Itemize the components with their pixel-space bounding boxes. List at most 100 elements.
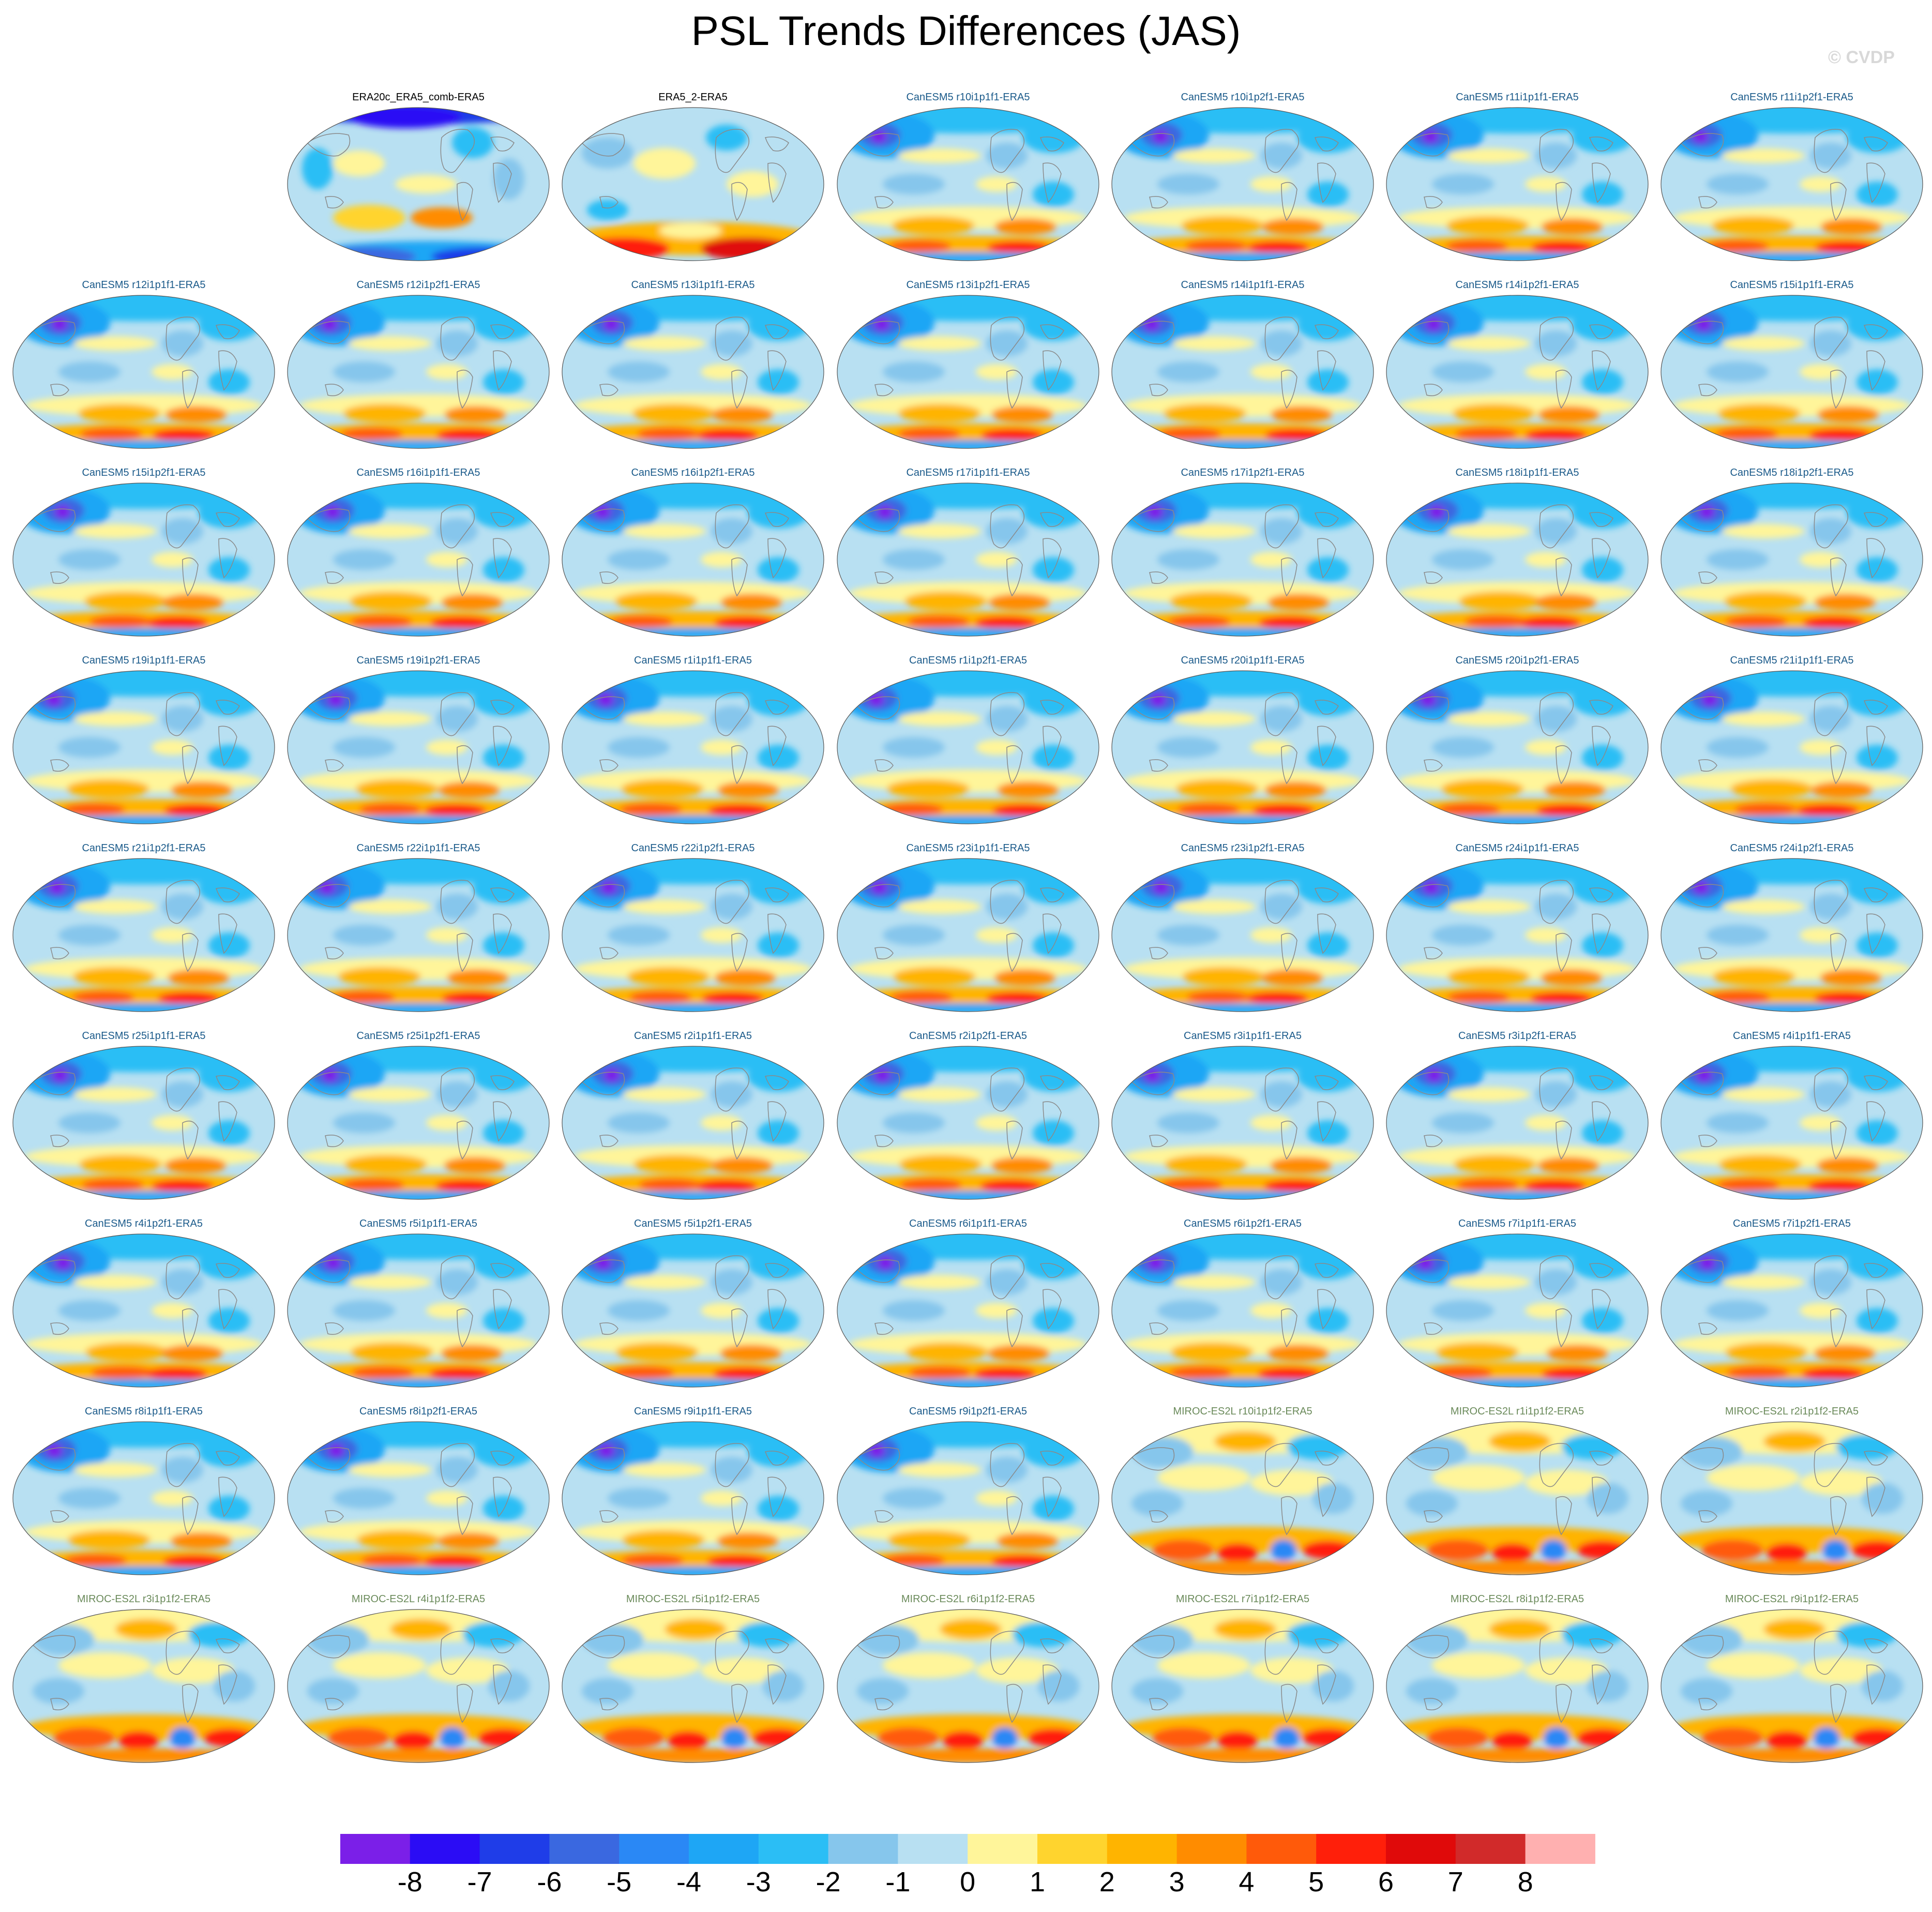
panel-title: CanESM5 r10i1p2f1-ERA5 bbox=[1181, 92, 1305, 103]
psl-trend-map bbox=[1111, 1233, 1374, 1388]
map-panel: CanESM5 r7i1p1f1-ERA5 bbox=[1383, 1217, 1652, 1399]
map-panel: CanESM5 r24i1p2f1-ERA5 bbox=[1657, 842, 1926, 1024]
psl-trend-map bbox=[837, 670, 1099, 824]
panel-title: CanESM5 r7i1p2f1-ERA5 bbox=[1733, 1218, 1851, 1229]
colorbar-box bbox=[968, 1834, 1038, 1864]
map-panel: CanESM5 r3i1p2f1-ERA5 bbox=[1383, 1030, 1652, 1212]
map-panel: CanESM5 r9i1p1f1-ERA5 bbox=[559, 1405, 827, 1587]
panel-title: MIROC-ES2L r6i1p1f2-ERA5 bbox=[901, 1593, 1035, 1605]
colorbar-tick-label: -6 bbox=[537, 1866, 562, 1898]
psl-trend-map bbox=[1661, 1609, 1923, 1763]
psl-trend-map bbox=[562, 1046, 824, 1200]
colorbar-box bbox=[1316, 1834, 1386, 1864]
psl-trend-map bbox=[1661, 1421, 1923, 1575]
map-panel: CanESM5 r14i1p1f1-ERA5 bbox=[1108, 279, 1377, 461]
psl-trend-map bbox=[1386, 1233, 1649, 1388]
map-panel: CanESM5 r7i1p2f1-ERA5 bbox=[1657, 1217, 1926, 1399]
psl-trend-map bbox=[1386, 1046, 1649, 1200]
panel-title: CanESM5 r2i1p1f1-ERA5 bbox=[634, 1030, 752, 1042]
psl-trend-map bbox=[1111, 858, 1374, 1012]
psl-trend-map bbox=[562, 107, 824, 261]
panel-title: MIROC-ES2L r8i1p1f2-ERA5 bbox=[1450, 1593, 1584, 1605]
psl-trend-map bbox=[562, 1233, 824, 1388]
psl-trend-map bbox=[1661, 295, 1923, 449]
colorbar-box bbox=[898, 1834, 968, 1864]
psl-trend-map bbox=[1386, 295, 1649, 449]
panel-title: CanESM5 r5i1p2f1-ERA5 bbox=[634, 1218, 752, 1229]
psl-trend-map bbox=[1386, 1421, 1649, 1575]
map-panel: CanESM5 r25i1p1f1-ERA5 bbox=[9, 1030, 278, 1212]
map-panel: CanESM5 r21i1p2f1-ERA5 bbox=[9, 842, 278, 1024]
map-panel: CanESM5 r12i1p1f1-ERA5 bbox=[9, 279, 278, 461]
psl-trend-map bbox=[12, 1046, 275, 1200]
panel-title: CanESM5 r6i1p1f1-ERA5 bbox=[909, 1218, 1027, 1229]
panel-title: CanESM5 r19i1p2f1-ERA5 bbox=[356, 655, 480, 666]
panel-title: CanESM5 r15i1p2f1-ERA5 bbox=[82, 467, 206, 478]
panel-title: CanESM5 r21i1p1f1-ERA5 bbox=[1730, 655, 1854, 666]
map-panel: MIROC-ES2L r4i1p1f2-ERA5 bbox=[284, 1593, 553, 1775]
colorbar-tick-label: -2 bbox=[816, 1866, 841, 1898]
map-panel: CanESM5 r5i1p2f1-ERA5 bbox=[559, 1217, 827, 1399]
map-panel: CanESM5 r4i1p2f1-ERA5 bbox=[9, 1217, 278, 1399]
map-panel: CanESM5 r13i1p2f1-ERA5 bbox=[834, 279, 1103, 461]
psl-trend-map bbox=[287, 107, 550, 261]
panel-title: CanESM5 r23i1p1f1-ERA5 bbox=[906, 842, 1030, 854]
psl-trend-map bbox=[287, 295, 550, 449]
psl-trend-map bbox=[12, 1609, 275, 1763]
map-panel: CanESM5 r1i1p1f1-ERA5 bbox=[559, 654, 827, 836]
psl-trend-map bbox=[1111, 295, 1374, 449]
psl-trend-map bbox=[1661, 1046, 1923, 1200]
map-panel: CanESM5 r24i1p1f1-ERA5 bbox=[1383, 842, 1652, 1024]
colorbar-box bbox=[1455, 1834, 1526, 1864]
psl-trend-map bbox=[1111, 1421, 1374, 1575]
psl-trend-map bbox=[287, 858, 550, 1012]
panel-title: MIROC-ES2L r5i1p1f2-ERA5 bbox=[626, 1593, 760, 1605]
psl-trend-map bbox=[1111, 1046, 1374, 1200]
panel-title: MIROC-ES2L r4i1p1f2-ERA5 bbox=[351, 1593, 486, 1605]
colorbar-tick-label: -7 bbox=[467, 1866, 492, 1898]
psl-trend-map bbox=[12, 295, 275, 449]
map-panel: ERA20c_ERA5_comb-ERA5 bbox=[284, 91, 553, 273]
panel-title: CanESM5 r4i1p1f1-ERA5 bbox=[1733, 1030, 1851, 1042]
psl-trend-map bbox=[12, 858, 275, 1012]
map-panel: CanESM5 r2i1p1f1-ERA5 bbox=[559, 1030, 827, 1212]
panel-title: CanESM5 r12i1p2f1-ERA5 bbox=[356, 279, 480, 291]
map-panel: CanESM5 r21i1p1f1-ERA5 bbox=[1657, 654, 1926, 836]
panel-title: CanESM5 r6i1p2f1-ERA5 bbox=[1184, 1218, 1302, 1229]
colorbar-box bbox=[1107, 1834, 1178, 1864]
map-panel: CanESM5 r6i1p2f1-ERA5 bbox=[1108, 1217, 1377, 1399]
panel-title: CanESM5 r4i1p2f1-ERA5 bbox=[85, 1218, 203, 1229]
colorbar-box bbox=[1386, 1834, 1456, 1864]
colorbar-box bbox=[340, 1834, 411, 1864]
map-panel: CanESM5 r3i1p1f1-ERA5 bbox=[1108, 1030, 1377, 1212]
map-panel: CanESM5 r2i1p2f1-ERA5 bbox=[834, 1030, 1103, 1212]
panel-title: CanESM5 r3i1p2f1-ERA5 bbox=[1458, 1030, 1576, 1042]
map-panel: MIROC-ES2L r9i1p1f2-ERA5 bbox=[1657, 1593, 1926, 1775]
map-panel: CanESM5 r25i1p2f1-ERA5 bbox=[284, 1030, 553, 1212]
psl-trend-map bbox=[1111, 670, 1374, 824]
map-panel: CanESM5 r11i1p2f1-ERA5 bbox=[1657, 91, 1926, 273]
colorbar-tick-label: 8 bbox=[1517, 1866, 1533, 1898]
panel-title: MIROC-ES2L r10i1p1f2-ERA5 bbox=[1173, 1406, 1312, 1417]
map-panel: CanESM5 r16i1p2f1-ERA5 bbox=[559, 466, 827, 649]
panel-title: CanESM5 r13i1p2f1-ERA5 bbox=[906, 279, 1030, 291]
panel-title: CanESM5 r21i1p2f1-ERA5 bbox=[82, 842, 206, 854]
psl-trend-map bbox=[837, 483, 1099, 637]
colorbar-box bbox=[758, 1834, 829, 1864]
psl-trend-map bbox=[562, 295, 824, 449]
map-panel: CanESM5 r20i1p1f1-ERA5 bbox=[1108, 654, 1377, 836]
psl-trend-map bbox=[12, 1233, 275, 1388]
colorbar-box bbox=[410, 1834, 480, 1864]
psl-trend-map bbox=[837, 1046, 1099, 1200]
colorbar-tick-label: -8 bbox=[397, 1866, 422, 1898]
panel-title: CanESM5 r12i1p1f1-ERA5 bbox=[82, 279, 206, 291]
page-title: PSL Trends Differences (JAS) bbox=[691, 8, 1241, 54]
map-panel: CanESM5 r18i1p1f1-ERA5 bbox=[1383, 466, 1652, 649]
panel-title: CanESM5 r5i1p1f1-ERA5 bbox=[359, 1218, 477, 1229]
psl-trend-map bbox=[1386, 483, 1649, 637]
map-panel: CanESM5 r17i1p2f1-ERA5 bbox=[1108, 466, 1377, 649]
panel-title: CanESM5 r3i1p1f1-ERA5 bbox=[1184, 1030, 1302, 1042]
psl-trend-map bbox=[287, 483, 550, 637]
colorbar-tick-label: -1 bbox=[885, 1866, 911, 1898]
psl-trend-map bbox=[1386, 858, 1649, 1012]
